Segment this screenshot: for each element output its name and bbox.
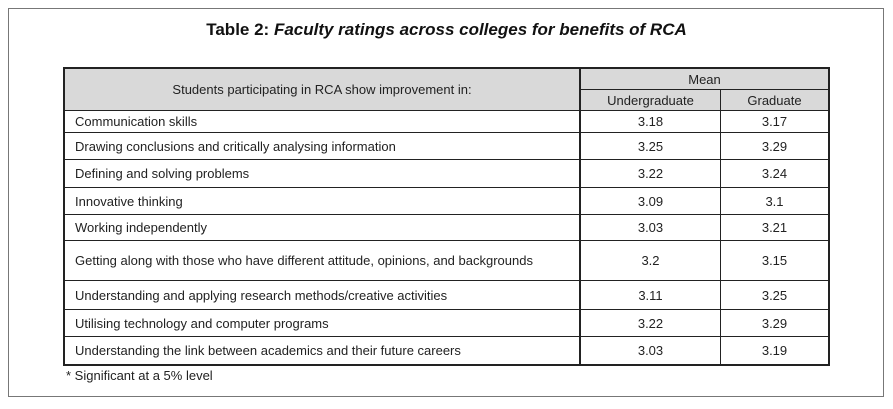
- row-label: Communication skills: [63, 110, 581, 133]
- row-label: Defining and solving problems: [63, 159, 581, 188]
- undergraduate-value: 3.09: [579, 187, 721, 215]
- table-title: Table 2: Faculty ratings across colleges…: [0, 20, 893, 40]
- row-label: Drawing conclusions and critically analy…: [63, 132, 581, 160]
- table-row: Innovative thinking 3.09 3.1: [63, 187, 830, 215]
- table-row: Working independently 3.03 3.21: [63, 214, 830, 241]
- undergraduate-value: 3.25: [579, 132, 721, 160]
- undergraduate-value: 3.22: [579, 159, 721, 188]
- title-italic: Faculty ratings across colleges for bene…: [273, 20, 687, 39]
- table-row: Understanding the link between academics…: [63, 336, 830, 365]
- row-label: Utilising technology and computer progra…: [63, 309, 581, 337]
- table-row: Defining and solving problems 3.22 3.24: [63, 159, 830, 188]
- row-label: Getting along with those who have differ…: [63, 240, 581, 281]
- table-row: Understanding and applying research meth…: [63, 280, 830, 310]
- ratings-table: Students participating in RCA show impro…: [63, 67, 830, 366]
- title-prefix: Table 2:: [206, 20, 274, 39]
- table-row: Utilising technology and computer progra…: [63, 309, 830, 337]
- undergraduate-value: 3.03: [579, 336, 721, 365]
- graduate-value: 3.17: [720, 110, 830, 133]
- row-label: Innovative thinking: [63, 187, 581, 215]
- header-undergraduate: Undergraduate: [579, 89, 721, 111]
- undergraduate-value: 3.11: [579, 280, 721, 310]
- graduate-value: 3.25: [720, 280, 830, 310]
- graduate-value: 3.19: [720, 336, 830, 365]
- undergraduate-value: 3.03: [579, 214, 721, 241]
- row-label: Understanding and applying research meth…: [63, 280, 581, 310]
- header-description: Students participating in RCA show impro…: [63, 67, 581, 111]
- row-label: Understanding the link between academics…: [63, 336, 581, 365]
- graduate-value: 3.29: [720, 132, 830, 160]
- header-graduate: Graduate: [720, 89, 830, 111]
- graduate-value: 3.24: [720, 159, 830, 188]
- graduate-value: 3.21: [720, 214, 830, 241]
- table-row: Drawing conclusions and critically analy…: [63, 132, 830, 160]
- header-mean: Mean: [579, 67, 830, 90]
- undergraduate-value: 3.22: [579, 309, 721, 337]
- footnote: * Significant at a 5% level: [66, 368, 213, 383]
- undergraduate-value: 3.2: [579, 240, 721, 281]
- graduate-value: 3.1: [720, 187, 830, 215]
- document-frame: [8, 8, 884, 397]
- table-row: Communication skills 3.18 3.17: [63, 110, 830, 133]
- graduate-value: 3.15: [720, 240, 830, 281]
- graduate-value: 3.29: [720, 309, 830, 337]
- undergraduate-value: 3.18: [579, 110, 721, 133]
- table-row: Getting along with those who have differ…: [63, 240, 830, 281]
- row-label: Working independently: [63, 214, 581, 241]
